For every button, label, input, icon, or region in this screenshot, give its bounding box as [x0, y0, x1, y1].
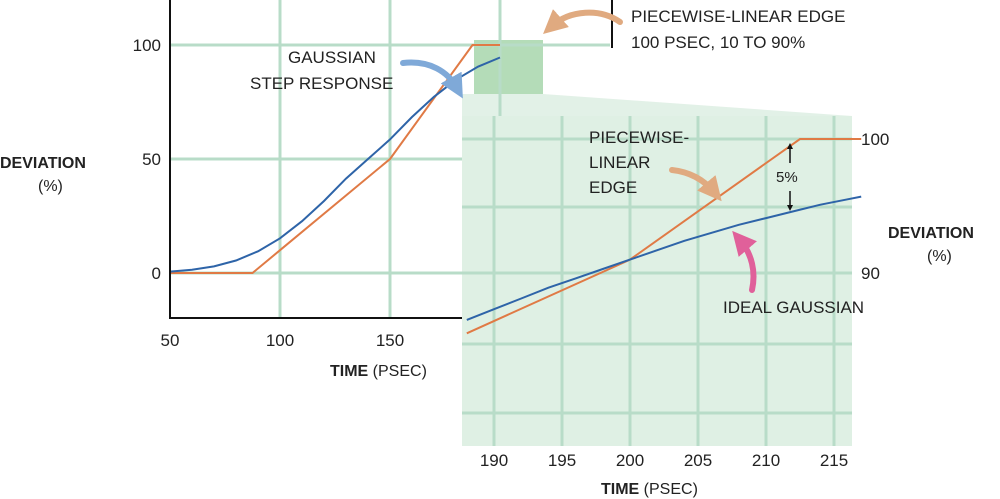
- five-percent-label: 5%: [776, 169, 798, 186]
- gaussian-label-line1: GAUSSIAN: [288, 48, 376, 67]
- main-y-tick-100: 100: [133, 36, 161, 55]
- inset-x-tick-215: 215: [820, 451, 848, 470]
- inset-y-tick-100: 100: [861, 130, 889, 149]
- inset-y-axis-title: DEVIATION: [888, 225, 974, 242]
- ideal-gaussian-label: IDEAL GAUSSIAN: [723, 298, 864, 317]
- main-tick-labels: 50 100 150 0 50 100: [133, 36, 405, 350]
- main-x-axis-title: TIME (PSEC): [330, 363, 427, 380]
- inset-y-axis-unit: (%): [927, 248, 952, 265]
- main-y-tick-0: 0: [152, 264, 161, 283]
- main-x-tick-150: 150: [376, 331, 404, 350]
- zoom-region-highlight: [474, 40, 543, 94]
- main-y-axis-title: DEVIATION: [0, 155, 86, 172]
- pwl-edge-label-line2: 100 PSEC, 10 TO 90%: [631, 33, 805, 52]
- main-x-tick-100: 100: [266, 331, 294, 350]
- inset-grid: [462, 116, 852, 446]
- inset-x-tick-210: 210: [752, 451, 780, 470]
- inset-x-axis-title: TIME (PSEC): [601, 481, 698, 498]
- main-pwl-line: [170, 44, 500, 274]
- inset-pwl-label-line2: LINEAR: [589, 153, 650, 172]
- inset-pwl-label-line1: PIECEWISE-: [589, 128, 689, 147]
- ideal-gaussian-arrow: [732, 230, 757, 293]
- annotation-arrows: [400, 9, 793, 293]
- inset-x-tick-190: 190: [480, 451, 508, 470]
- pwl-edge-arrow: [543, 9, 623, 34]
- inset-panel: [462, 116, 852, 446]
- inset-pwl-arrow: [669, 167, 722, 202]
- pwl-edge-label-line1: PIECEWISE-LINEAR EDGE: [631, 7, 845, 26]
- main-x-tick-50: 50: [161, 331, 180, 350]
- gaussian-arrow: [400, 59, 463, 99]
- inset-x-tick-200: 200: [616, 451, 644, 470]
- gaussian-label-line2: STEP RESPONSE: [250, 74, 393, 93]
- inset-pwl-label-line3: EDGE: [589, 178, 637, 197]
- main-axes: [169, 0, 613, 319]
- inset-gaussian-line: [466, 195, 862, 321]
- inset-x-tick-195: 195: [548, 451, 576, 470]
- main-y-tick-50: 50: [142, 150, 161, 169]
- inset-x-tick-205: 205: [684, 451, 712, 470]
- inset-tick-labels: 190 195 200 205 210 215 90 100: [480, 130, 890, 470]
- zoom-wedge: [462, 94, 852, 116]
- main-y-axis-unit: (%): [38, 178, 63, 195]
- inset-y-tick-90: 90: [861, 264, 880, 283]
